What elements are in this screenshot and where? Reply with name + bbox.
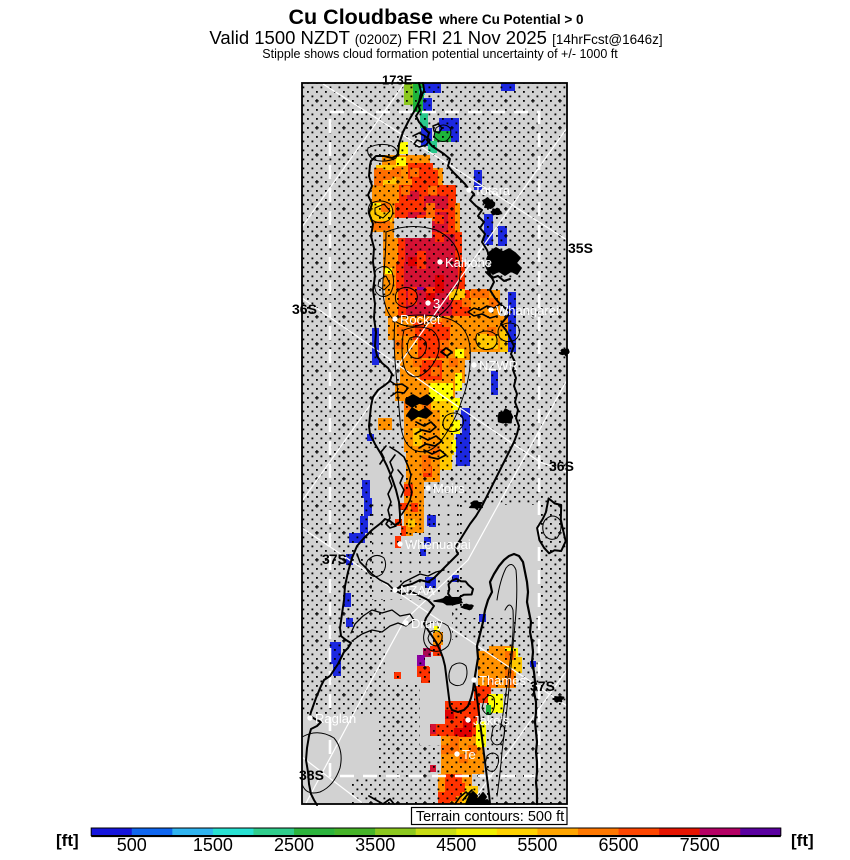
svg-text:Totara: Totara [474, 183, 511, 198]
svg-text:2500: 2500 [274, 835, 314, 855]
svg-text:NZAA: NZAA [400, 583, 435, 598]
svg-text:Rocket: Rocket [400, 312, 441, 327]
svg-text:37S: 37S [530, 678, 555, 694]
svg-text:7500: 7500 [680, 835, 720, 855]
svg-text:1500: 1500 [193, 835, 233, 855]
svg-text:Stipple shows cloud formation: Stipple shows cloud formation potential … [262, 47, 618, 61]
svg-text:Jake's: Jake's [473, 713, 510, 728]
svg-text:Te: Te [462, 747, 476, 762]
svg-text:4500: 4500 [436, 835, 476, 855]
svg-text:Terrain contours: 500 ft: Terrain contours: 500 ft [416, 809, 564, 825]
svg-text:35S: 35S [568, 240, 593, 256]
svg-text:36S: 36S [292, 301, 317, 317]
svg-text:173E: 173E [382, 73, 413, 88]
svg-text:500: 500 [117, 835, 147, 855]
svg-text:Raglan: Raglan [315, 711, 356, 726]
svg-text:Moirs: Moirs [433, 481, 465, 496]
svg-text:6500: 6500 [598, 835, 638, 855]
svg-text:Valid 1500 NZDT (0200Z) FRI 21: Valid 1500 NZDT (0200Z) FRI 21 Nov 2025 … [209, 27, 662, 48]
svg-text:3500: 3500 [355, 835, 395, 855]
svg-text:Thames: Thames [479, 673, 526, 688]
svg-text:38S: 38S [299, 767, 324, 783]
svg-text:Drury: Drury [411, 616, 443, 631]
svg-text:[ft]: [ft] [56, 831, 79, 850]
svg-text:5500: 5500 [517, 835, 557, 855]
svg-text:3: 3 [433, 296, 440, 311]
svg-text:37S: 37S [322, 551, 347, 567]
svg-text:[ft]: [ft] [791, 831, 814, 850]
svg-text:Whenuapai: Whenuapai [405, 537, 471, 552]
svg-text:Kaikohe: Kaikohe [445, 255, 492, 270]
svg-text:NZWR: NZWR [479, 358, 518, 373]
svg-text:Whangarei: Whangarei [496, 303, 559, 318]
svg-text:36S: 36S [549, 458, 574, 474]
